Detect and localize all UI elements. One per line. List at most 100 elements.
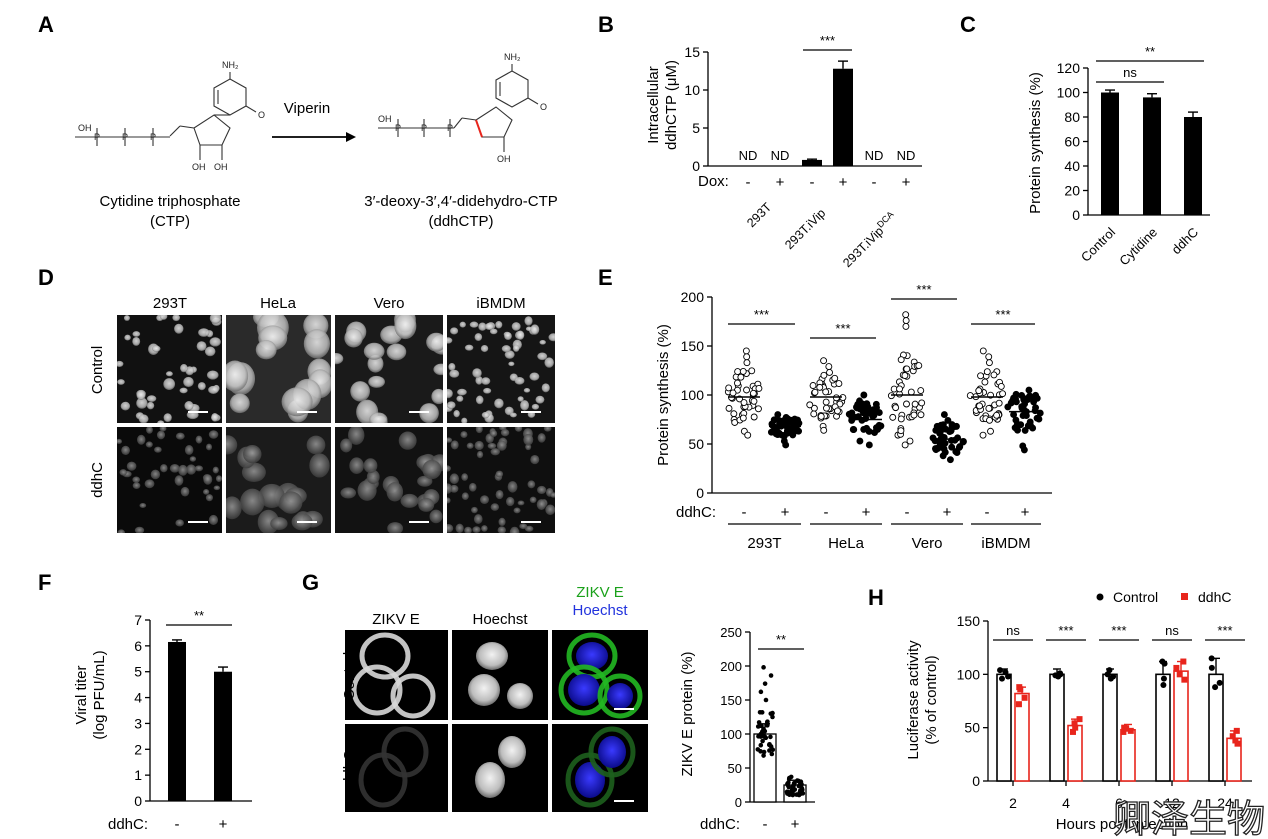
panel-f-y-tick-label: 6 <box>134 638 142 654</box>
cell-shape <box>530 324 540 335</box>
cell-shape <box>309 453 330 478</box>
panel-g-data-point <box>761 749 767 755</box>
panel-h-y-tick-label: 150 <box>957 613 981 629</box>
panel-h-y-tick-label: 50 <box>964 720 980 736</box>
scale-bar <box>297 411 317 413</box>
cell-shape <box>144 479 155 489</box>
panel-letter-d: D <box>38 265 54 290</box>
panel-e-data-point <box>742 347 750 355</box>
panel-e-y-tick-label: 200 <box>681 289 705 305</box>
cell-shape <box>208 385 219 394</box>
panel-e-data-point <box>1025 421 1033 429</box>
panel-h-data-point <box>1208 664 1215 671</box>
cell-shape <box>363 342 385 360</box>
panel-e-data-point <box>835 380 843 388</box>
panel-e-data-point <box>817 413 825 420</box>
panel-f-y-tick-label: 5 <box>134 664 142 680</box>
panel-e-data-point <box>915 362 923 370</box>
cell-shape <box>240 488 265 516</box>
panel-e-data-point <box>784 415 792 423</box>
cell-shape <box>368 375 385 388</box>
panel-c-x-label: ddhC <box>1169 225 1202 258</box>
panel-letter-a: A <box>38 12 54 37</box>
panel-e-condition-sign: - <box>905 504 910 521</box>
panel-g-col-merge-zikv: ZIKV E <box>576 584 624 601</box>
cell-shape <box>513 507 521 514</box>
cell-shape <box>281 387 313 417</box>
cell-shape <box>178 464 188 476</box>
panel-e-data-point <box>816 383 824 391</box>
panel-b-dox-sign: - <box>872 174 877 191</box>
cell-shape <box>449 473 460 485</box>
cell-shape <box>163 413 172 422</box>
panel-g-y-tick-label: 250 <box>720 625 742 640</box>
cell-shape <box>517 396 524 402</box>
cell-shape <box>132 482 141 489</box>
cell-shape <box>475 376 483 385</box>
panel-e-data-point <box>946 456 954 464</box>
scale-bar <box>188 521 208 523</box>
micrograph-zikv-control <box>345 630 448 720</box>
panel-b-ylabel-2: ddhCTP (μM) <box>663 60 680 150</box>
panel-e-data-point <box>872 400 880 408</box>
cell-shape <box>226 496 242 520</box>
cell-shape <box>136 397 148 409</box>
panel-h-sig-label: ns <box>1165 623 1179 638</box>
svg-text:P: P <box>150 132 156 142</box>
panel-e-data-point <box>822 388 830 396</box>
cell-rim <box>381 726 429 778</box>
cell-shape <box>475 427 483 434</box>
panel-e-data-point <box>810 410 818 418</box>
cell-shape <box>132 331 141 337</box>
cell-shape <box>487 442 497 449</box>
cell-shape <box>145 441 153 448</box>
ddhctp-structure <box>378 64 539 152</box>
watermark-text: 卿泽生物 <box>1113 797 1265 839</box>
panel-e-sig-label: *** <box>995 307 1010 322</box>
panel-g-row-ddhc: ddhC <box>341 750 358 786</box>
cell-shape <box>509 412 517 418</box>
panel-g-data-point <box>766 742 772 748</box>
ctp-name: Cytidine triphosphate <box>100 193 241 210</box>
panel-g-data-point <box>758 689 764 695</box>
cell-nucleus <box>475 762 505 798</box>
ddhctp-abbrev: (ddhCTP) <box>428 213 493 230</box>
cell-shape <box>152 345 161 352</box>
panel-e-data-point <box>1030 398 1038 406</box>
panel-h-data-point <box>1234 740 1241 747</box>
panel-g-data-point <box>758 742 764 748</box>
cell-shape <box>134 526 145 533</box>
panel-c-y-tick-label: 120 <box>1057 60 1081 76</box>
svg-text:P: P <box>447 123 453 133</box>
panel-e-data-point <box>729 389 737 397</box>
panel-e-data-point <box>860 391 868 399</box>
cell-shape <box>511 322 521 331</box>
cell-shape <box>400 493 419 508</box>
ddhctp-name: 3′-deoxy-3′,4′-didehydro-CTP <box>364 193 558 210</box>
cell-shape <box>212 466 219 474</box>
cell-shape <box>489 328 498 335</box>
cell-shape <box>172 315 181 322</box>
cell-shape <box>545 504 555 516</box>
panel-e-data-point <box>936 440 944 448</box>
panel-f-bar <box>168 641 186 801</box>
panel-g-col-hoechst: Hoechst <box>472 611 528 628</box>
svg-text:OH: OH <box>214 162 228 172</box>
panel-e-data-point <box>975 387 983 395</box>
panel-g-col-zikv: ZIKV E <box>372 611 420 628</box>
svg-text:O: O <box>540 102 547 112</box>
cell-shape <box>447 483 453 494</box>
micrograph-293t-control-texture <box>117 315 222 423</box>
panel-e-data-point <box>1032 404 1039 412</box>
panel-b-group-293t-ivip-dca: 293T.iVipDCA <box>839 209 900 270</box>
cell-shape <box>474 333 483 342</box>
panel-e-data-point <box>790 416 798 424</box>
panel-g-ylabel: ZIKV E protein (%) <box>679 651 696 776</box>
cell-shape <box>120 401 131 411</box>
micrograph-hoechst-ddhc-texture <box>475 736 526 798</box>
cell-shape <box>150 469 161 480</box>
cell-shape <box>497 526 506 533</box>
panel-g-data-point <box>762 681 768 686</box>
cell-shape <box>459 321 466 328</box>
cell-shape <box>198 328 210 337</box>
